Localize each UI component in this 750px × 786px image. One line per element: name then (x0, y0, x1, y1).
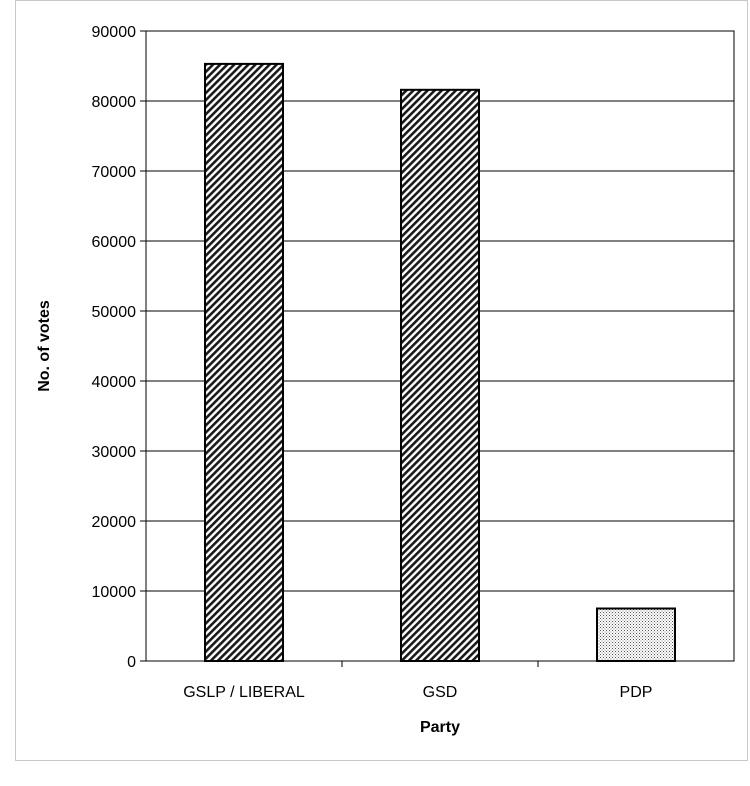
y-tick-label: 70000 (92, 164, 137, 181)
x-tick-label: PDP (620, 684, 653, 701)
x-tick-label: GSD (423, 684, 458, 701)
axes (140, 30, 539, 667)
x-axis-title: Party (420, 719, 460, 736)
bar-3 (596, 607, 676, 662)
y-tick-label: 60000 (92, 234, 137, 251)
bar-2 (400, 88, 480, 663)
y-tick-labels: 0 10000 20000 30000 40000 50000 60000 70000 8000… (92, 24, 137, 671)
bar-1 (204, 62, 284, 662)
y-tick-label: 20000 (92, 514, 137, 531)
y-tick-label: 90000 (92, 24, 137, 41)
y-tick-label: 30000 (92, 444, 137, 461)
y-axis-title: No. of votes (36, 300, 53, 392)
y-tick-label: 0 (127, 654, 136, 671)
x-tick-label: GSLP / LIBERAL (183, 684, 305, 701)
x-tick-labels: GSLP / LIBERAL GSD PDP (183, 684, 652, 701)
y-tick-label: 40000 (92, 374, 137, 391)
y-tick-label: 50000 (92, 304, 137, 321)
bars (204, 62, 676, 663)
y-tick-label: 10000 (92, 584, 137, 601)
y-tick-label: 80000 (92, 94, 137, 111)
